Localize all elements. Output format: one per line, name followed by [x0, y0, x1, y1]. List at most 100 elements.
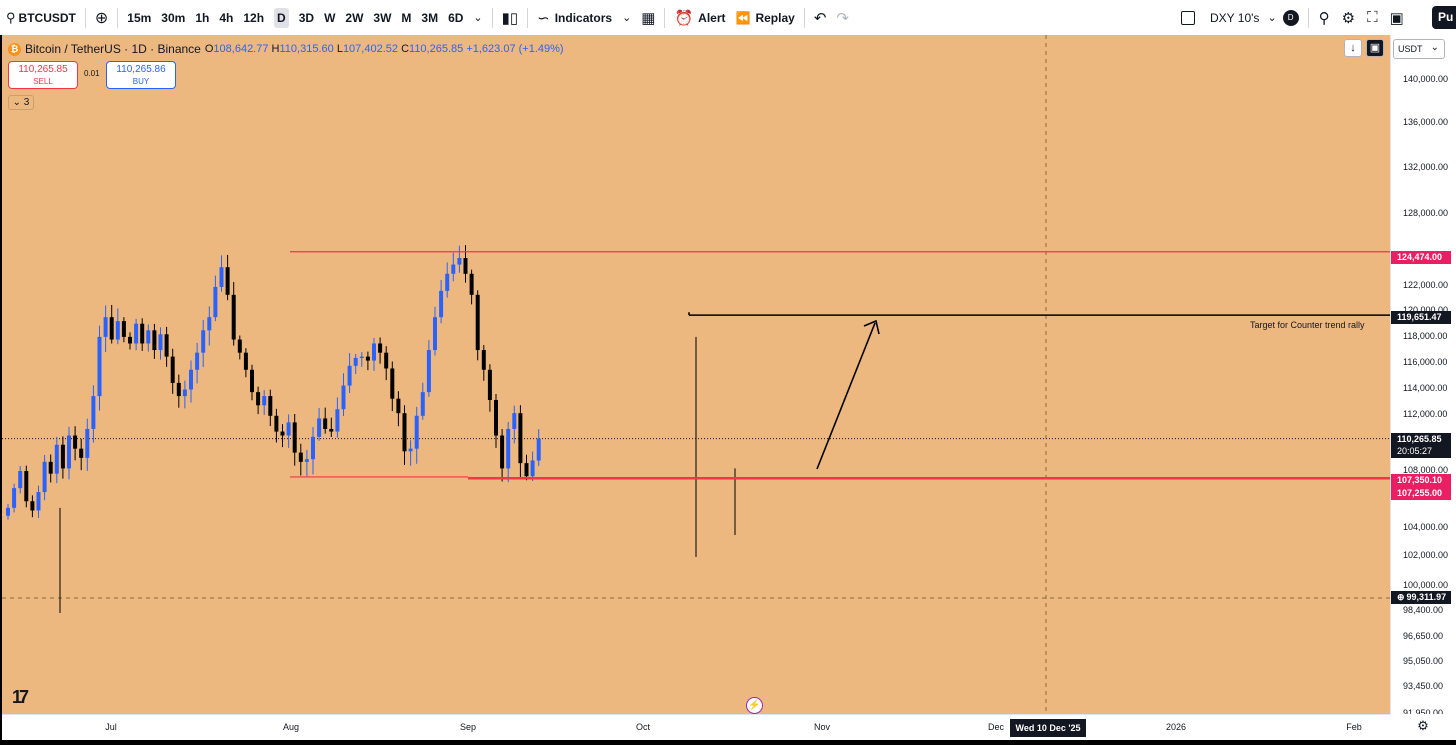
- time-axis[interactable]: Jul Aug Sep Oct Nov Dec 2026 Feb Wed 10 Dec '25: [2, 714, 1390, 740]
- candle-body: [378, 343, 383, 353]
- last-price-tag: 110,265.85: [1391, 433, 1451, 446]
- lightning-icon[interactable]: ⚡: [746, 697, 763, 714]
- candle-body: [6, 507, 10, 516]
- order-quantity[interactable]: 0.01: [84, 69, 100, 78]
- compare-symbol-button[interactable]: DXY 10's ⌄ D: [1200, 0, 1304, 35]
- undo-button[interactable]: ↶: [809, 0, 832, 35]
- indicators-dropdown[interactable]: ⌄: [617, 0, 636, 35]
- target-annotation[interactable]: Target for Counter trend rally: [1250, 320, 1365, 330]
- resistance-tag: 124,474.00: [1391, 251, 1451, 264]
- tradingview-logo[interactable]: 17: [12, 687, 29, 707]
- time-tick-label: Aug: [282, 722, 300, 732]
- candle-body: [158, 334, 163, 351]
- candle-body: [524, 463, 529, 477]
- interval-dropdown[interactable]: ⌄: [468, 0, 487, 35]
- interval-w[interactable]: W: [319, 0, 340, 35]
- compare-add-button[interactable]: ⊕: [90, 0, 113, 35]
- candle-body: [341, 385, 346, 410]
- redo-button[interactable]: ↷: [831, 0, 854, 35]
- price-tick-label: 122,000.00: [1403, 280, 1449, 290]
- price-tick-label: 136,000.00: [1403, 117, 1449, 127]
- candle-body: [128, 336, 132, 344]
- indicators-label: Indicators: [554, 10, 613, 25]
- layouts-button[interactable]: ▦: [636, 0, 660, 35]
- candle-body: [298, 452, 303, 462]
- candle-body: [536, 438, 541, 461]
- price-tick-label: 120,000.00: [1403, 305, 1449, 315]
- interval-30m[interactable]: 30m: [156, 0, 190, 35]
- maximize-pane-button[interactable]: ▣: [1366, 39, 1384, 57]
- candle-body: [494, 400, 498, 436]
- divider: [527, 7, 529, 28]
- chart-canvas[interactable]: [2, 35, 1390, 714]
- candle-body: [286, 422, 291, 436]
- candle-body: [475, 294, 480, 351]
- interval-3m[interactable]: 3M: [416, 0, 443, 35]
- candle-body: [420, 392, 425, 416]
- chart-pane[interactable]: ₿ Bitcoin / TetherUS · 1D · Binance O108…: [2, 35, 1390, 714]
- alert-label: Alert: [698, 10, 726, 25]
- plus-circle-icon: ⊕: [1397, 592, 1405, 602]
- divider: [1307, 7, 1309, 28]
- candle-body: [274, 415, 279, 432]
- symbol-search[interactable]: ⚲ BTCUSDT: [0, 0, 81, 35]
- sell-price: 110,265.85: [18, 64, 68, 75]
- sell-button[interactable]: 110,265.85 SELL: [8, 61, 78, 89]
- interval-6d[interactable]: 6D: [443, 0, 468, 35]
- scroll-down-button[interactable]: ↓: [1344, 39, 1362, 57]
- candle-body: [79, 448, 84, 458]
- price-tick-label: 108,000.00: [1403, 465, 1449, 475]
- price-tick-label: 100,000.00: [1403, 580, 1449, 590]
- interval-3d[interactable]: 3D: [294, 0, 319, 35]
- interval-12h[interactable]: 12h: [238, 0, 269, 35]
- chevron-down-icon: ⌄: [473, 12, 483, 24]
- settings-button[interactable]: ⚙: [1336, 0, 1361, 35]
- compare-badge: D: [1282, 9, 1299, 26]
- top-toolbar: ⚲ BTCUSDT ⊕ 15m 30m 1h 4h 12h D 3D W 2W 3W M 3M 6D ⌄…: [0, 0, 1456, 35]
- alert-button[interactable]: ⏰ Alert: [669, 0, 730, 35]
- indicators-collapse-button[interactable]: ⌄ 3: [8, 95, 34, 110]
- fullscreen-button[interactable]: ⛶: [1361, 0, 1384, 35]
- sell-label: SELL: [33, 77, 53, 86]
- axis-settings-button[interactable]: ⚙: [1390, 714, 1456, 740]
- price-axis[interactable]: USDT 140,000.00 136,000.00 132,000.00 128,0…: [1390, 35, 1456, 718]
- candle-body: [268, 396, 273, 416]
- candle-body: [304, 459, 309, 462]
- candle-body: [256, 392, 261, 406]
- interval-label: 1h: [195, 10, 210, 25]
- quick-search-button[interactable]: ⚲: [1313, 0, 1336, 35]
- undo-icon: ↶: [813, 9, 827, 27]
- candle-body: [323, 418, 328, 429]
- price-tick-label: 112,000.00: [1403, 409, 1448, 419]
- publish-button[interactable]: Pu: [1432, 6, 1456, 29]
- interval-15m[interactable]: 15m: [122, 0, 156, 35]
- interval-4h[interactable]: 4h: [214, 0, 238, 35]
- interval-label: M: [401, 10, 412, 25]
- layout-toggle[interactable]: [1176, 0, 1200, 35]
- time-tick-label: Oct: [635, 722, 651, 732]
- indicators-button[interactable]: ∽ Indicators: [532, 0, 617, 35]
- snapshot-button[interactable]: ▣: [1384, 0, 1410, 35]
- interval-3w[interactable]: 3W: [368, 0, 396, 35]
- change-value: +1,623.07 (+1.49%): [466, 43, 564, 55]
- buy-button[interactable]: 110,265.86 BUY: [106, 61, 176, 89]
- interval-label: 3M: [421, 10, 439, 25]
- interval-1h[interactable]: 1h: [190, 0, 214, 35]
- replay-button[interactable]: ⏪ Replay: [731, 0, 800, 35]
- indicators-icon: ∽: [537, 9, 550, 27]
- interval-2w[interactable]: 2W: [340, 0, 368, 35]
- candle-body: [164, 334, 169, 357]
- price-tick-label: 102,000.00: [1403, 550, 1449, 560]
- candle-body: [67, 435, 71, 469]
- currency-select[interactable]: USDT: [1393, 39, 1445, 59]
- price-tick-label: 118,000.00: [1403, 331, 1448, 341]
- interval-d[interactable]: D: [269, 0, 294, 35]
- interval-label: 30m: [161, 10, 186, 25]
- chart-type-button[interactable]: ▮▯: [497, 0, 524, 35]
- candle-body: [512, 413, 517, 429]
- candle-body: [365, 356, 370, 361]
- interval-m[interactable]: M: [396, 0, 416, 35]
- candle-body: [292, 422, 297, 453]
- plus-circle-icon: ⊕: [94, 9, 109, 27]
